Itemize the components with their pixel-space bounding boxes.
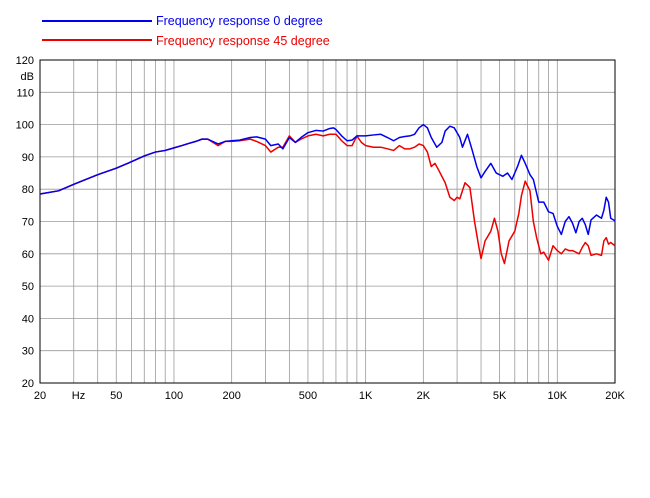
y-tick-label: 50 bbox=[22, 281, 34, 293]
x-tick-label: 10K bbox=[548, 390, 568, 402]
y-tick-label: 110 bbox=[16, 87, 34, 99]
x-axis-label: Hz bbox=[72, 390, 85, 402]
x-tick-label: 100 bbox=[165, 390, 183, 402]
y-tick-label: 100 bbox=[16, 120, 34, 132]
legend-label-series-2: Frequency response 45 degree bbox=[156, 34, 330, 48]
x-tick-label: 50 bbox=[110, 390, 122, 402]
legend-label-series-1: Frequency response 0 degree bbox=[156, 14, 323, 28]
x-tick-label: 1K bbox=[359, 390, 373, 402]
y-tick-label: 90 bbox=[22, 152, 34, 164]
y-axis-label: dB bbox=[21, 71, 34, 83]
y-tick-label: 30 bbox=[22, 346, 34, 358]
y-tick-label: 20 bbox=[22, 378, 34, 390]
series-layer bbox=[39, 123, 616, 265]
y-tick-label: 60 bbox=[22, 249, 34, 261]
y-axis: dB 20 30 40 50 60 70 80 90 100 110 120 bbox=[16, 55, 34, 390]
series-line-1 bbox=[39, 123, 616, 236]
x-axis: Hz 20 50 100 200 500 1K 2K 5K 10K 20K bbox=[34, 390, 626, 402]
x-tick-label: 2K bbox=[417, 390, 431, 402]
plot-area-frame bbox=[39, 59, 616, 384]
y-tick-label: 80 bbox=[22, 184, 34, 196]
legend: Frequency response 0 degree Frequency re… bbox=[42, 14, 330, 48]
x-tick-label: 5K bbox=[493, 390, 507, 402]
y-tick-label: 40 bbox=[22, 313, 34, 325]
x-tick-label: 20 bbox=[34, 390, 46, 402]
plot-grid bbox=[40, 60, 615, 383]
x-tick-label: 20K bbox=[605, 390, 625, 402]
y-tick-label: 70 bbox=[22, 217, 34, 229]
x-tick-label: 200 bbox=[222, 390, 240, 402]
x-tick-label: 500 bbox=[299, 390, 317, 402]
series-line-2 bbox=[39, 133, 616, 265]
y-tick-label: 120 bbox=[16, 55, 34, 67]
